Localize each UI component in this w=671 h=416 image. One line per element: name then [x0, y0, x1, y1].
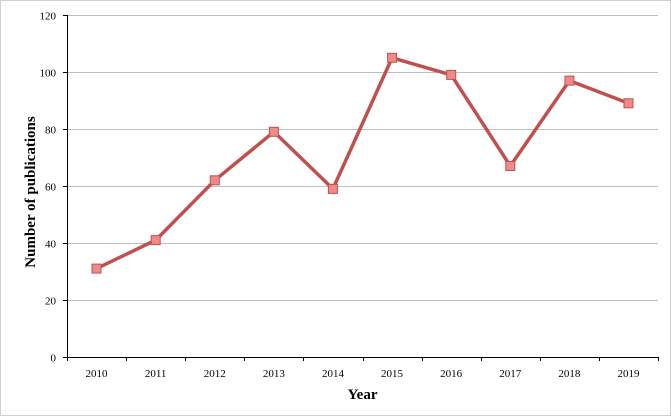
- gridlines: [67, 15, 658, 301]
- x-tick-label-2011: 2011: [145, 368, 167, 380]
- x-tick-label-2016: 2016: [440, 368, 463, 380]
- data-point-2018: [564, 75, 575, 86]
- y-tick-label: 80: [45, 125, 57, 137]
- data-point-2019: [623, 98, 634, 109]
- x-axis-title: Year: [348, 387, 378, 403]
- x-tick-label-2010: 2010: [86, 368, 109, 380]
- y-tick-label: 0: [51, 353, 57, 365]
- x-tick-label-2019: 2019: [617, 368, 640, 380]
- data-point-2011: [150, 235, 161, 246]
- data-series: [91, 52, 634, 274]
- y-tick-label: 100: [40, 68, 57, 80]
- x-tick-label-2017: 2017: [499, 368, 522, 380]
- y-tick-label: 20: [45, 296, 57, 308]
- y-tick-label: 40: [45, 239, 57, 251]
- y-axis-title: Number of publications: [23, 116, 39, 268]
- x-tick-labels: 2010 2011 2012 2013 2014 2015 2016 2017 2018 2019: [86, 368, 640, 380]
- data-point-2013: [268, 126, 279, 137]
- data-point-2012: [209, 175, 220, 186]
- y-tick-label: 120: [40, 11, 57, 23]
- y-tick-labels: 0 20 40 60 80 100 120: [40, 11, 57, 365]
- x-tick-label-2018: 2018: [558, 368, 581, 380]
- data-point-2015: [387, 52, 398, 63]
- x-tick-label-2014: 2014: [322, 368, 345, 380]
- data-point-2010: [91, 263, 102, 274]
- x-tick-label-2012: 2012: [204, 368, 226, 380]
- x-tick-label-2015: 2015: [381, 368, 404, 380]
- data-point-2014: [327, 183, 338, 194]
- data-point-2017: [505, 161, 516, 171]
- x-tick-label-2013: 2013: [263, 368, 286, 380]
- y-tick-label: 60: [45, 182, 57, 194]
- series-line: [94, 56, 631, 271]
- data-point-2016: [446, 69, 457, 80]
- axes: [63, 15, 659, 361]
